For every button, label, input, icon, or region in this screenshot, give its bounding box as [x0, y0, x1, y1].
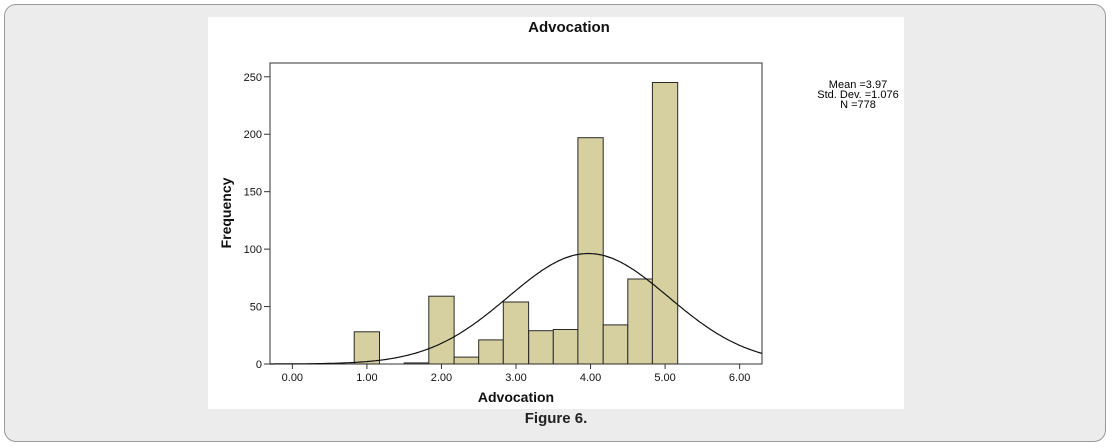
y-tick-label-1: 50 [250, 302, 262, 314]
x-tick-label-5: 5.00 [654, 372, 675, 384]
histogram-bar-11 [651, 82, 679, 365]
histogram-bar-9 [602, 324, 629, 365]
histogram-bar-3 [453, 356, 480, 365]
histogram-bar-0 [353, 331, 381, 365]
histogram-bar-2 [428, 295, 455, 365]
x-tick-label-2: 2.00 [431, 372, 452, 384]
x-tick-label-3: 3.00 [505, 372, 526, 384]
stats-box: Mean =3.97 Std. Dev. =1.076 N =778 [798, 79, 918, 111]
histogram-bar-5 [502, 301, 530, 365]
histogram-bars [353, 82, 679, 365]
stats-std-dev: Std. Dev. =1.076 [817, 89, 899, 101]
y-tick-label-5: 250 [244, 72, 262, 84]
normal-curve [270, 252, 763, 365]
y-axis: 0 50 100 150 200 250 [244, 72, 270, 371]
x-tick-label-4: 4.00 [580, 372, 601, 384]
histogram-bar-6 [528, 330, 554, 365]
x-tick-label-6: 6.00 [729, 372, 750, 384]
y-tick-label-0: 0 [256, 359, 262, 371]
y-tick-label-4: 200 [244, 129, 262, 141]
y-tick-label-3: 150 [244, 187, 262, 199]
chart-title: Advocation [528, 19, 610, 36]
stats-mean: Mean =3.97 [828, 79, 888, 91]
normal-curve-layer [270, 252, 763, 365]
figure-caption: Figure 6. [524, 410, 588, 427]
x-tick-label-0: 0.00 [282, 372, 303, 384]
y-axis-label: Frequency [218, 177, 234, 248]
x-axis-label: Advocation [478, 389, 554, 405]
histogram-bar-10 [627, 278, 653, 365]
y-tick-label-2: 100 [244, 244, 262, 256]
stats-n: N =778 [840, 99, 876, 111]
x-tick-label-1: 1.00 [356, 372, 377, 384]
histogram-bar-8 [577, 137, 604, 365]
histogram-bar-7 [552, 329, 579, 365]
histogram-bar-4 [478, 339, 504, 365]
x-axis: 0.00 1.00 2.00 3.00 4.00 5.00 6.00 [282, 364, 750, 384]
histogram-bar-1 [403, 362, 430, 365]
